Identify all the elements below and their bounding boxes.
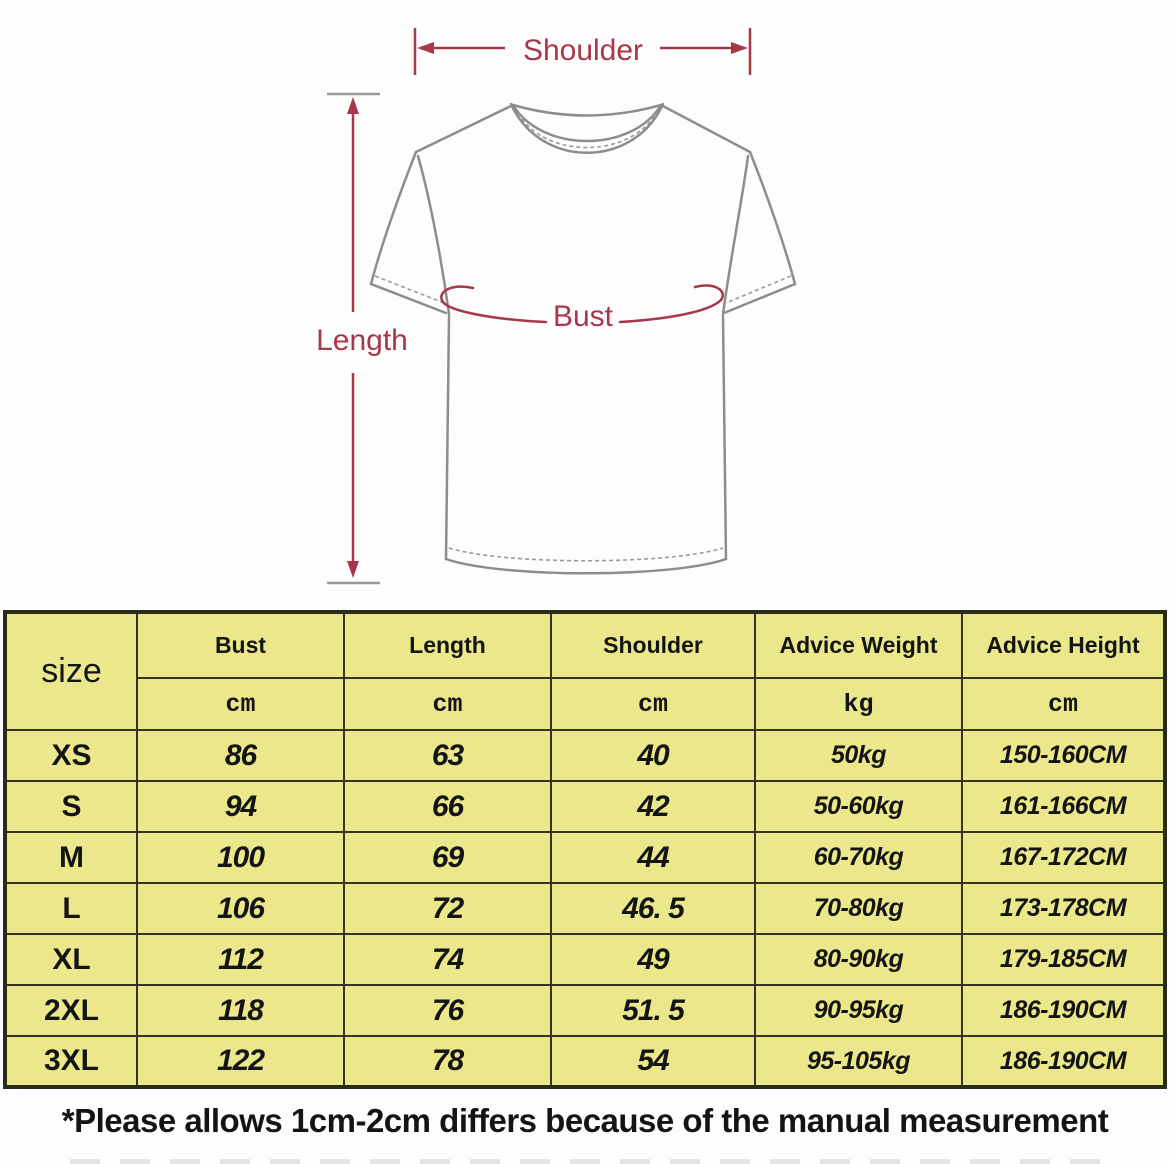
height-cell: 173-178CM <box>961 882 1166 935</box>
col-header-advice-weight: Advice Weight <box>754 611 963 679</box>
length-cell: 66 <box>343 780 552 833</box>
length-cell: 74 <box>343 933 552 986</box>
table-row-l: L 106 72 46. 5 70-80kg 173-178CM <box>4 882 1166 935</box>
bust-cell: 118 <box>136 984 345 1037</box>
size-cell: XL <box>4 933 138 986</box>
height-cell: 161-166CM <box>961 780 1166 833</box>
size-cell: XS <box>4 729 138 782</box>
bust-cell: 100 <box>136 831 345 884</box>
bust-cell: 112 <box>136 933 345 986</box>
bust-cell: 94 <box>136 780 345 833</box>
table-row-2xl: 2XL 118 76 51. 5 90-95kg 186-190CM <box>4 984 1166 1037</box>
col-header-shoulder: Shoulder <box>550 611 756 679</box>
unit-bust: cm <box>136 677 345 731</box>
shoulder-cell: 54 <box>550 1035 756 1088</box>
shoulder-dimension: Shoulder <box>413 28 752 75</box>
measurement-disclaimer: *Please allows 1cm-2cm differs because o… <box>61 1102 1109 1139</box>
tshirt-measurement-diagram: Shoulder Length Bust <box>316 28 797 585</box>
shoulder-cell: 42 <box>550 780 756 833</box>
bust-dimension: Bust <box>440 284 724 333</box>
arrow-right-icon <box>731 42 748 54</box>
stitching-lines <box>374 112 792 562</box>
shoulder-dimension-label: Shoulder <box>523 34 643 67</box>
weight-cell: 50-60kg <box>754 780 963 833</box>
shoulder-cell: 51. 5 <box>550 984 756 1037</box>
table-row-m: M 100 69 44 60-70kg 167-172CM <box>4 831 1166 884</box>
weight-cell: 95-105kg <box>754 1035 963 1088</box>
size-corner-header: size <box>4 611 138 731</box>
bust-cell: 106 <box>136 882 345 935</box>
bust-cell: 86 <box>136 729 345 782</box>
arrow-left-icon <box>417 42 434 54</box>
height-cell: 150-160CM <box>961 729 1166 782</box>
table-row-xs: XS 86 63 40 50kg 150-160CM <box>4 729 1166 782</box>
height-cell: 186-190CM <box>961 1035 1166 1088</box>
size-cell: L <box>4 882 138 935</box>
table-row-s: S 94 66 42 50-60kg 161-166CM <box>4 780 1166 833</box>
size-cell: M <box>4 831 138 884</box>
tshirt-outline <box>369 102 797 575</box>
shoulder-cell: 44 <box>550 831 756 884</box>
shoulder-cell: 40 <box>550 729 756 782</box>
height-cell: 186-190CM <box>961 984 1166 1037</box>
weight-cell: 80-90kg <box>754 933 963 986</box>
bust-cell: 122 <box>136 1035 345 1088</box>
length-cell: 63 <box>343 729 552 782</box>
shoulder-cell: 46. 5 <box>550 882 756 935</box>
length-cell: 76 <box>343 984 552 1037</box>
unit-advice-height: cm <box>961 677 1166 731</box>
col-header-bust: Bust <box>136 611 345 679</box>
size-chart-table: size Bust Length Shoulder Advice Weight … <box>3 610 1167 1089</box>
col-header-advice-height: Advice Height <box>961 611 1166 679</box>
weight-cell: 50kg <box>754 729 963 782</box>
bust-dimension-label: Bust <box>553 300 614 333</box>
cutoff-text-strip <box>70 1159 1100 1164</box>
size-cell: 3XL <box>4 1035 138 1088</box>
length-cell: 72 <box>343 882 552 935</box>
table-row-3xl: 3XL 122 78 54 95-105kg 186-190CM <box>4 1035 1166 1088</box>
shoulder-cell: 49 <box>550 933 756 986</box>
height-cell: 167-172CM <box>961 831 1166 884</box>
length-cell: 69 <box>343 831 552 884</box>
weight-cell: 90-95kg <box>754 984 963 1037</box>
table-row-xl: XL 112 74 49 80-90kg 179-185CM <box>4 933 1166 986</box>
length-dimension-label: Length <box>316 324 408 357</box>
size-cell: 2XL <box>4 984 138 1037</box>
weight-cell: 70-80kg <box>754 882 963 935</box>
header-row-names: size Bust Length Shoulder Advice Weight … <box>4 611 1166 731</box>
length-dimension: Length <box>316 92 408 585</box>
length-cell: 78 <box>343 1035 552 1088</box>
unit-length: cm <box>343 677 552 731</box>
unit-shoulder: cm <box>550 677 756 731</box>
weight-cell: 60-70kg <box>754 831 963 884</box>
arrow-down-icon <box>347 561 359 578</box>
height-cell: 179-185CM <box>961 933 1166 986</box>
size-cell: S <box>4 780 138 833</box>
unit-advice-weight: kg <box>754 677 963 731</box>
header-row-units: cm cm cm kg cm <box>5 677 1166 731</box>
arrow-up-icon <box>347 97 359 114</box>
col-header-length: Length <box>343 611 552 679</box>
